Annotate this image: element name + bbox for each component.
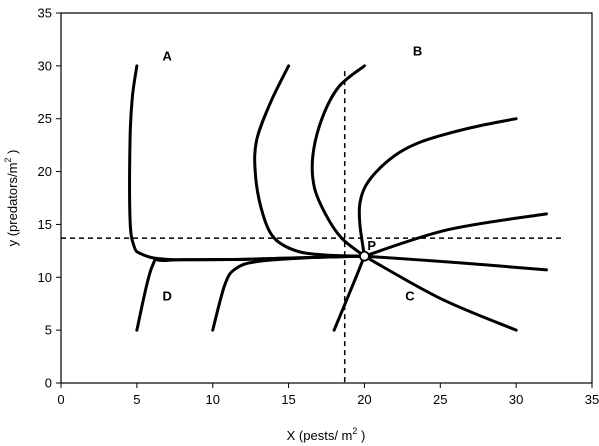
trajectory-line	[310, 64, 366, 258]
plot-frame	[60, 12, 593, 384]
equilibrium-label: P	[367, 238, 376, 253]
x-tick-label: 10	[205, 392, 219, 407]
x-tick-label: 20	[357, 392, 371, 407]
region-labels: A B C D	[163, 43, 423, 303]
y-tick-label: 30	[38, 58, 52, 73]
axis-ticks	[56, 12, 593, 388]
trajectory-line	[362, 254, 518, 332]
trajectory-line	[135, 254, 366, 332]
trajectory-line	[332, 254, 366, 332]
y-axis-label: y (predators/m2 )	[3, 150, 20, 247]
trajectory-line	[357, 117, 518, 258]
trajectory-line	[362, 254, 548, 272]
trajectory-line	[253, 64, 366, 258]
x-tick-label: 25	[433, 392, 447, 407]
x-axis-label: X (pests/ m2 )	[287, 426, 366, 443]
x-tick-label: 35	[585, 392, 599, 407]
region-label-c: C	[405, 289, 415, 304]
trajectory-line	[128, 64, 366, 262]
reference-lines	[61, 71, 562, 383]
equilibrium-point	[359, 250, 370, 262]
y-tick-label: 0	[45, 376, 52, 391]
region-label-d: D	[163, 289, 172, 304]
region-label-b: B	[413, 43, 422, 58]
y-tick-label: 5	[45, 323, 52, 338]
y-tick-label: 10	[38, 270, 52, 285]
y-tick-label: 25	[38, 111, 52, 126]
region-label-a: A	[163, 49, 173, 64]
trajectory-line	[211, 254, 366, 332]
y-tick-label: 15	[38, 217, 52, 232]
y-tick-label: 20	[38, 164, 52, 179]
x-tick-label: 30	[509, 392, 523, 407]
x-tick-label: 15	[281, 392, 295, 407]
axis-tick-labels: 0 5 10 15 20 25 30 35 0 5 10 15 20 25 30 35	[38, 6, 599, 408]
x-tick-label: 0	[57, 392, 64, 407]
x-tick-label: 5	[133, 392, 140, 407]
equilibrium-marker: P	[359, 238, 376, 262]
trajectory-line	[362, 212, 548, 258]
y-tick-label: 35	[38, 6, 52, 21]
trajectory-series	[128, 64, 548, 332]
